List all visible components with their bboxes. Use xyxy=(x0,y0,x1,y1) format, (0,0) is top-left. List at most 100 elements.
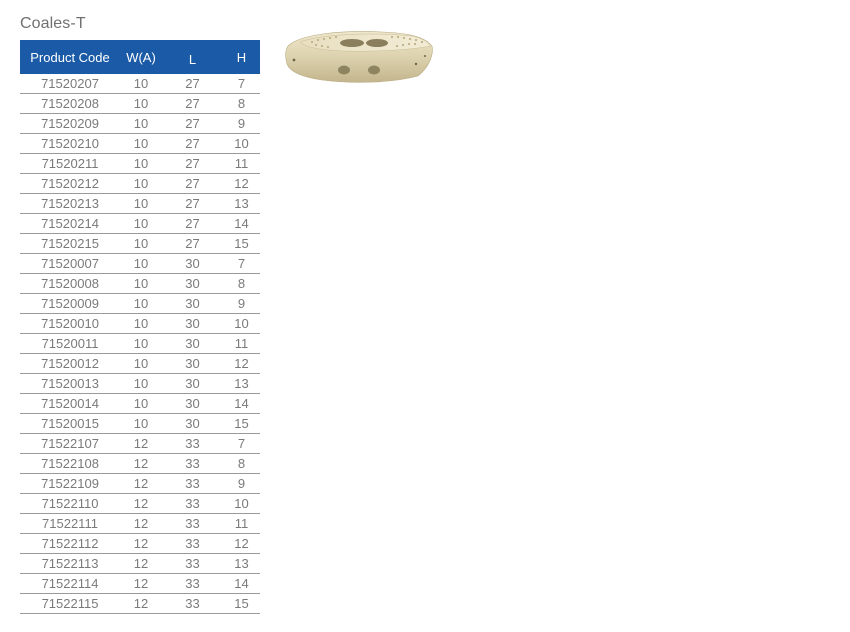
cell-length: 33 xyxy=(162,573,223,594)
table-row: 71520207 10 27 7 xyxy=(20,74,260,94)
cell-length: 30 xyxy=(162,413,223,434)
cell-length: 27 xyxy=(162,173,223,194)
cell-height: 13 xyxy=(223,193,260,214)
cell-width: 12 xyxy=(120,453,162,474)
product-spec-table: Product Code W(A) L H 71520207 10 27 7 71520… xyxy=(20,40,260,614)
cell-height: 10 xyxy=(223,313,260,334)
cell-height: 10 xyxy=(223,133,260,154)
cell-width: 10 xyxy=(120,313,162,334)
cell-width: 10 xyxy=(120,113,162,134)
cell-product-code: 71520008 xyxy=(20,273,120,294)
cell-height: 8 xyxy=(223,93,260,114)
cell-width: 12 xyxy=(120,593,162,614)
cell-product-code: 71520010 xyxy=(20,313,120,334)
cell-height: 8 xyxy=(223,453,260,474)
cell-product-code: 71520208 xyxy=(20,93,120,114)
table-row: 71520212 10 27 12 xyxy=(20,173,260,194)
header-height: H xyxy=(223,40,260,74)
cell-length: 33 xyxy=(162,533,223,554)
cell-product-code: 71520207 xyxy=(20,74,120,94)
cell-width: 10 xyxy=(120,373,162,394)
cell-height: 8 xyxy=(223,273,260,294)
table-row: 71520013 10 30 13 xyxy=(20,373,260,394)
cell-product-code: 71522112 xyxy=(20,533,120,554)
table-row: 71520012 10 30 12 xyxy=(20,353,260,374)
cell-length: 27 xyxy=(162,133,223,154)
cell-product-code: 71520007 xyxy=(20,253,120,274)
table-row: 71520213 10 27 13 xyxy=(20,193,260,214)
table-row: 71522111 12 33 11 xyxy=(20,513,260,534)
cell-height: 9 xyxy=(223,113,260,134)
cell-length: 27 xyxy=(162,74,223,94)
table-row: 71522108 12 33 8 xyxy=(20,453,260,474)
cell-width: 12 xyxy=(120,513,162,534)
cell-width: 10 xyxy=(120,393,162,414)
cell-product-code: 71520215 xyxy=(20,233,120,254)
header-product-code: Product Code xyxy=(20,40,120,74)
cell-width: 10 xyxy=(120,233,162,254)
cell-product-code: 71520011 xyxy=(20,333,120,354)
cell-width: 10 xyxy=(120,273,162,294)
cell-product-code: 71520212 xyxy=(20,173,120,194)
table-row: 71522113 12 33 13 xyxy=(20,553,260,574)
cell-height: 14 xyxy=(223,393,260,414)
cell-width: 10 xyxy=(120,193,162,214)
cell-height: 12 xyxy=(223,533,260,554)
cell-width: 10 xyxy=(120,173,162,194)
cell-width: 10 xyxy=(120,153,162,174)
cell-length: 33 xyxy=(162,553,223,574)
cell-height: 11 xyxy=(223,333,260,354)
cell-height: 15 xyxy=(223,413,260,434)
cell-length: 27 xyxy=(162,193,223,214)
table-row: 71520208 10 27 8 xyxy=(20,93,260,114)
cell-product-code: 71520214 xyxy=(20,213,120,234)
cell-length: 27 xyxy=(162,113,223,134)
cell-height: 10 xyxy=(223,493,260,514)
cell-height: 9 xyxy=(223,293,260,314)
cell-height: 7 xyxy=(223,253,260,274)
cell-product-code: 71520209 xyxy=(20,113,120,134)
cell-product-code: 71520013 xyxy=(20,373,120,394)
cell-product-code: 71520211 xyxy=(20,153,120,174)
cell-product-code: 71522111 xyxy=(20,513,120,534)
table-row: 71520015 10 30 15 xyxy=(20,413,260,434)
cell-width: 10 xyxy=(120,74,162,94)
cell-height: 12 xyxy=(223,353,260,374)
cell-height: 15 xyxy=(223,593,260,614)
cell-product-code: 71522114 xyxy=(20,573,120,594)
cell-length: 27 xyxy=(162,213,223,234)
cell-width: 12 xyxy=(120,493,162,514)
table-body: 71520207 10 27 7 71520208 10 27 8 71520209 10 27 9 7… xyxy=(20,74,260,614)
table-row: 71520009 10 30 9 xyxy=(20,293,260,314)
cell-product-code: 71520012 xyxy=(20,353,120,374)
cell-width: 10 xyxy=(120,413,162,434)
cell-length: 30 xyxy=(162,373,223,394)
cell-width: 12 xyxy=(120,533,162,554)
table-header-row: Product Code W(A) L H xyxy=(20,40,260,74)
page-title: Coales-T xyxy=(20,15,86,32)
cell-height: 15 xyxy=(223,233,260,254)
cell-product-code: 71520210 xyxy=(20,133,120,154)
table-row: 71520010 10 30 10 xyxy=(20,313,260,334)
cell-width: 12 xyxy=(120,473,162,494)
cell-width: 10 xyxy=(120,353,162,374)
table-row: 71522114 12 33 14 xyxy=(20,573,260,594)
cell-width: 12 xyxy=(120,553,162,574)
table-row: 71520214 10 27 14 xyxy=(20,213,260,234)
cell-length: 27 xyxy=(162,153,223,174)
cell-width: 10 xyxy=(120,93,162,114)
table-row: 71522109 12 33 9 xyxy=(20,473,260,494)
cell-height: 7 xyxy=(223,74,260,94)
table-row: 71522110 12 33 10 xyxy=(20,493,260,514)
cell-product-code: 71520213 xyxy=(20,193,120,214)
table-row: 71522112 12 33 12 xyxy=(20,533,260,554)
table-row: 71520007 10 30 7 xyxy=(20,253,260,274)
cell-length: 27 xyxy=(162,233,223,254)
cell-product-code: 71520015 xyxy=(20,413,120,434)
cell-product-code: 71520009 xyxy=(20,293,120,314)
cell-length: 30 xyxy=(162,293,223,314)
cell-length: 33 xyxy=(162,433,223,454)
cell-product-code: 71522108 xyxy=(20,453,120,474)
cell-product-code: 71522110 xyxy=(20,493,120,514)
table-row: 71520211 10 27 11 xyxy=(20,153,260,174)
